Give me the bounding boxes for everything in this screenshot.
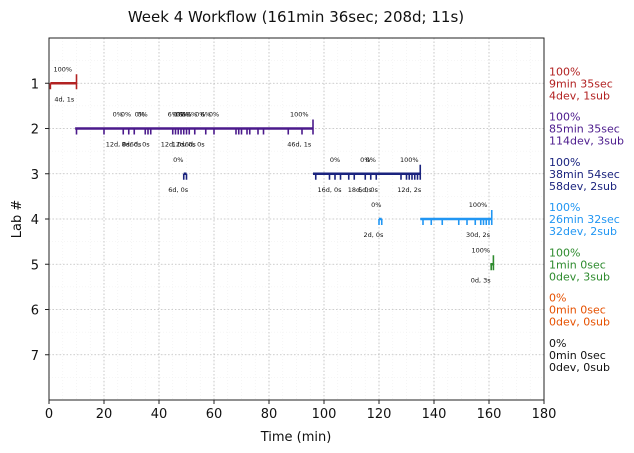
lab-2-detail-label: 6d, 0s [130,141,151,149]
lab-2-detail-label: 12d, 0s [106,141,131,149]
lab-2-pct-label: 0% [179,111,189,119]
x-axis-label: Time (min) [260,430,332,445]
lab-4-detail-label: 2d, 0s [364,231,385,239]
lab-1-summary-line: 100% [549,65,580,78]
lab-7-summary-line: 0dev, 0sub [549,361,610,374]
x-tick-label: 140 [422,407,447,422]
lab-4-detail-label: 30d, 2s [466,231,491,239]
lab-3-detail-label: 12d, 2s [397,186,422,194]
lab-2-pct-label: 6% [201,111,211,119]
lab-2-summary-line: 100% [549,111,580,124]
x-tick-label: 100 [312,407,337,422]
lab-2-pct-label: 0% [113,111,123,119]
y-tick-label: 7 [31,349,39,364]
x-tick-label: 60 [206,407,223,422]
x-tick-label: 0 [45,407,53,422]
lab-1-pct-label: 100% [53,65,72,73]
lab-4-pct-label: 0% [371,201,381,209]
lab-2-pct-label: 0% [181,111,191,119]
lab-5-pct-label: 100% [471,246,490,254]
lab-5-detail-label: 0d, 3s [471,276,492,284]
lab-7-summary-line: 0min 0sec [549,349,606,362]
lab-2-pct-label: 0% [176,111,186,119]
x-tick-label: 20 [96,407,113,422]
lab-3-pct-label: 0% [330,156,340,164]
lab-5-summary-line: 0dev, 3sub [549,270,610,283]
lab-2-summary-line: 114dev, 3sub [549,135,624,148]
x-tick-label: 80 [261,407,278,422]
lab-2-detail-label: 6d, 0s [185,141,206,149]
y-tick-label: 1 [31,77,39,92]
lab-3-summary-line: 38min 54sec [549,168,620,181]
lab-2-pct-label: 0% [209,111,219,119]
lab-6-summary-line: 0dev, 0sub [549,316,610,329]
lab-1-summary-line: 4dev, 1sub [549,89,610,102]
marks: 100%4d, 1s0%0% 0%0% 6%0%0%0%0%6%0%6%0% 100%… [49,65,495,284]
lab-1-start-label: 4d, 1s [54,95,75,103]
y-tick-label: 2 [31,123,39,138]
lab-3-pct-label: 100% [400,156,419,164]
lab-3-pct-label: 0% [366,156,376,164]
lab-2-pct-label: 100% [290,111,309,119]
lab-4-summary-line: 32dev, 2sub [549,225,617,238]
lab-2-pct-label: 0% [137,111,147,119]
y-axis: 1 2 3 4 5 6 7 [31,77,49,364]
lab-2-pct-label: 0% [121,111,131,119]
lab-2-detail-label: 12d, 0s [161,141,186,149]
lab-3-detail-label: 6d, 0s [358,186,379,194]
lab-4-summary-line: 100% [549,201,580,214]
lab-1-summary-line: 9min 35sec [549,77,613,90]
x-tick-label: 160 [477,407,502,422]
x-tick-label: 180 [532,407,557,422]
x-tick-label: 40 [151,407,168,422]
y-tick-label: 3 [31,168,39,183]
lab-3-pct-label: 0% [173,156,183,164]
lab-3-detail-label: 16d, 0s [317,186,342,194]
lab-3-summary-line: 58dev, 2sub [549,180,617,193]
lab-3-detail-label: 6d, 0s [168,186,189,194]
lab-3-summary-line: 100% [549,156,580,169]
y-axis-label: Lab # [10,200,25,239]
lab-2-pct-label: 0% [173,111,183,119]
y-tick-label: 4 [31,213,39,228]
y-tick-label: 5 [31,258,39,273]
lab-4-pct-label: 100% [469,201,488,209]
lab-3-pct-label: 0% [360,156,370,164]
lab-2-pct-label: 6% [168,111,178,119]
x-axis: 0 20 40 60 80 100 120 140 160 180 [45,400,557,422]
lab-2-detail-label: 46d, 1s [287,141,312,149]
x-tick-label: 120 [367,407,392,422]
lab-5-summary-line: 1min 0sec [549,258,606,271]
lab-2-pct-label: 0% [195,111,205,119]
lab-6-summary-line: 0% [549,292,566,305]
lab-2-pct-label: 6% [187,111,197,119]
lab-2-pct-label: 0% [135,111,145,119]
lab-2-detail-label: 12d, 0s [172,141,197,149]
lab-3-detail-label: 18d, 0s [348,186,373,194]
chart-title: Week 4 Workflow (161min 36sec; 208d; 11s… [128,8,464,26]
lab-2-summary-line: 85min 35sec [549,123,620,136]
y-tick-label: 6 [31,304,39,319]
lab-7-summary-line: 0% [549,337,566,350]
lab-6-summary-line: 0min 0sec [549,304,606,317]
lab-4-summary-line: 26min 32sec [549,213,620,226]
lab-2-detail-label: 8d, 0s [122,141,143,149]
lab-5-summary-line: 100% [549,246,580,259]
